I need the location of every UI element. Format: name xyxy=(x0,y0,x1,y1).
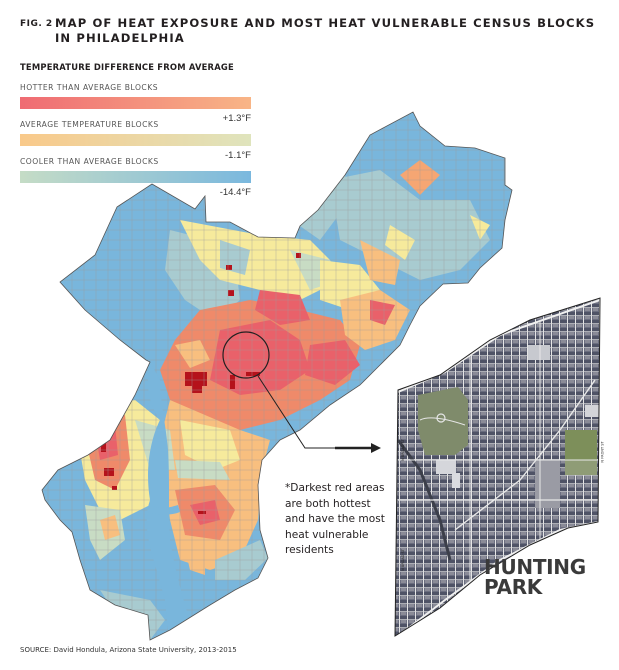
map-note: *Darkest red areas are both hottest and … xyxy=(285,482,385,557)
page-title: MAP OF HEAT EXPOSURE AND MOST HEAT VULNE… xyxy=(55,16,596,45)
legend-item-cooler: COOLER THAN AVERAGE BLOCKS -14.4°F xyxy=(20,157,252,198)
inset-boundary xyxy=(394,297,601,637)
legend-value: -14.4°F xyxy=(219,187,251,198)
source-citation: SOURCE: David Hondula, Arizona State Uni… xyxy=(20,646,237,654)
legend-value: -1.1°F xyxy=(225,150,251,161)
legend-label: HOTTER THAN AVERAGE BLOCKS xyxy=(20,83,159,92)
legend-item-average: AVERAGE TEMPERATURE BLOCKS -1.1°F xyxy=(20,120,252,161)
street-label-broad-top: N BROAD ST xyxy=(400,439,405,461)
figure-label: FIG. 2 xyxy=(20,19,53,29)
legend-label: AVERAGE TEMPERATURE BLOCKS xyxy=(20,120,159,129)
inset-title-line2: PARK xyxy=(484,575,542,599)
legend-label: COOLER THAN AVERAGE BLOCKS xyxy=(20,157,159,166)
legend-swatch-hotter xyxy=(20,97,251,109)
legend: TEMPERATURE DIFFERENCE FROM AVERAGE HOTT… xyxy=(20,62,252,198)
legend-swatch-cooler xyxy=(20,171,251,183)
callout-circle xyxy=(222,331,270,379)
legend-item-hotter: HOTTER THAN AVERAGE BLOCKS +1.3°F xyxy=(20,83,252,124)
inset-title-line1: HUNTING xyxy=(484,555,586,579)
city-boundary xyxy=(41,111,513,641)
callout-leader-line xyxy=(257,375,335,449)
arrow-head-icon xyxy=(371,443,381,453)
street-label-front: N FRONT ST xyxy=(600,441,605,463)
street-label-broad-bottom: N BROAD ST xyxy=(400,549,405,571)
legend-heading: TEMPERATURE DIFFERENCE FROM AVERAGE xyxy=(20,62,234,72)
legend-value: +1.3°F xyxy=(222,113,251,124)
inset-title: HUNTING PARK xyxy=(484,557,586,597)
legend-swatch-average xyxy=(20,134,251,146)
